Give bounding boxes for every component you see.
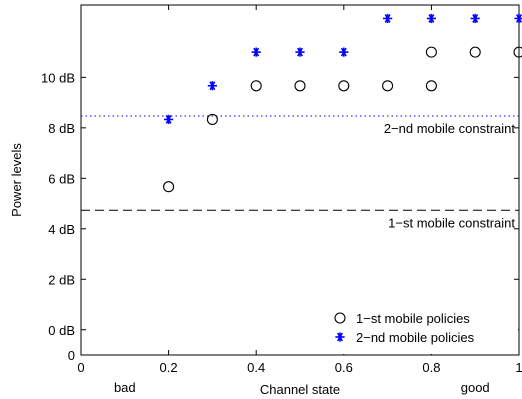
y-tick-label: 8 dB bbox=[48, 121, 75, 136]
y-tick-label: 6 dB bbox=[48, 171, 75, 186]
series-1-point bbox=[425, 80, 437, 92]
legend-label-2: 2−nd mobile policies bbox=[356, 330, 475, 345]
x-tick-label: 0.8 bbox=[422, 360, 440, 375]
series-1-point bbox=[206, 113, 218, 125]
constraint-label-bg bbox=[347, 119, 517, 139]
y-tick-label: 0 bbox=[68, 348, 75, 363]
series-1-point bbox=[250, 80, 262, 92]
legend: 1−st mobile policies 2−nd mobile policies bbox=[318, 306, 518, 354]
plot-frame bbox=[80, 4, 520, 356]
x-annotations: bad good bbox=[114, 380, 490, 395]
x-annotation: good bbox=[461, 380, 490, 395]
x-tick-label: 0.6 bbox=[335, 360, 353, 375]
legend-entries: 1−st mobile policies 2−nd mobile policies bbox=[334, 311, 475, 345]
constraint-lines: 1−st mobile constraint 2−nd mobile constr… bbox=[81, 115, 519, 233]
x-axis-label: Channel state bbox=[260, 382, 340, 397]
constraint-label-1: 1−st mobile constraint bbox=[388, 215, 515, 230]
y-tick-label: 2 dB bbox=[48, 272, 75, 287]
series-1-point bbox=[425, 46, 437, 58]
x-tick-label: 1 bbox=[515, 360, 522, 375]
series-1-point bbox=[163, 181, 175, 193]
legend-box bbox=[318, 306, 518, 354]
x-tick-label: 0.2 bbox=[160, 360, 178, 375]
y-tick-label: 4 dB bbox=[48, 222, 75, 237]
legend-marker-1 bbox=[334, 312, 346, 324]
series-1-point bbox=[338, 80, 350, 92]
series-2-point bbox=[514, 13, 522, 24]
series-2-point bbox=[426, 13, 436, 24]
x-annotation: bad bbox=[114, 380, 136, 395]
series-2-point bbox=[470, 13, 480, 24]
legend-marker-2 bbox=[335, 332, 345, 342]
series-1-point bbox=[294, 80, 306, 92]
series-2-point bbox=[207, 81, 217, 91]
constraint-label-bg bbox=[347, 213, 517, 233]
x-axis-ticks: 0 0.2 0.4 0.6 0.8 1 bbox=[77, 5, 522, 375]
series-1-point bbox=[469, 46, 481, 58]
y-tick-label: 0 dB bbox=[48, 323, 75, 338]
legend-label-1: 1−st mobile policies bbox=[356, 311, 470, 326]
y-axis-label: Power levels bbox=[9, 143, 24, 217]
series-2-point bbox=[295, 47, 305, 57]
series-2-point bbox=[383, 13, 393, 24]
y-tick-label: 10 dB bbox=[41, 70, 75, 85]
series-2-point bbox=[251, 47, 261, 57]
series-1-point bbox=[513, 46, 522, 58]
x-tick-label: 0 bbox=[77, 360, 84, 375]
data-points bbox=[163, 13, 522, 193]
constraint-label-2: 2−nd mobile constraint bbox=[384, 121, 516, 136]
series-2-point bbox=[164, 114, 174, 125]
series-1-point bbox=[382, 80, 394, 92]
x-tick-label: 0.4 bbox=[247, 360, 265, 375]
y-axis-ticks: 0 0 dB 2 dB 4 dB 6 dB 8 dB 10 dB bbox=[41, 70, 519, 363]
series-2-point bbox=[339, 47, 349, 57]
